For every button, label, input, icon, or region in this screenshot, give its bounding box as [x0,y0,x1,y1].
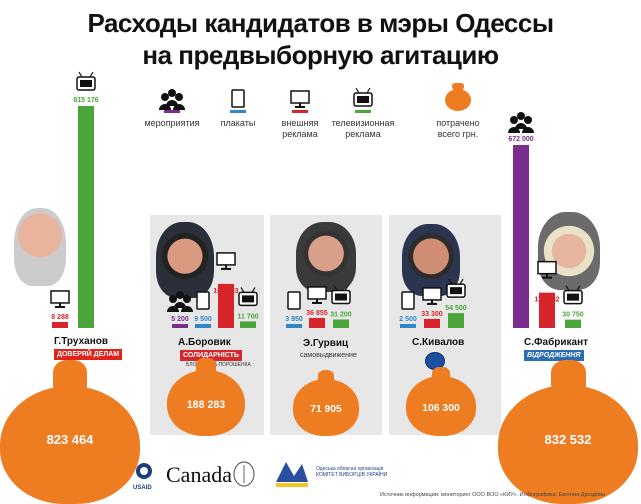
legend-label-tv: телевизионная реклама [331,118,395,139]
candidate-name-trukhanov: Г.Труханов [54,336,109,347]
money-bag-knot-2 [317,370,335,386]
chart-title-line1: Расходы кандидатов в мэры Одессы [87,8,554,38]
value-label-outdoor-1: 161 883 [213,288,238,295]
candidate-name-kivalov: С.Кивалов [412,337,465,348]
seal-logo [232,460,256,488]
legend-poster-icon [230,89,246,113]
legend-tv-icon [353,87,373,113]
bar-icon-tv-3 [446,278,466,298]
bar-events-4 [513,144,529,328]
bar-icon-tv-1 [238,287,258,307]
bar-events-1 [172,324,188,328]
bar-tv-2 [333,319,349,328]
legend-label-events: мероприятия [144,118,200,128]
bar-icon-outdoor-0 [50,290,70,308]
value-label-outdoor-2: 36 855 [306,310,328,317]
chart-title-line2: на предвыборную агитацию [142,40,499,70]
value-label-tv-2: 31 200 [330,312,352,319]
bar-icon-events-4 [508,111,534,133]
legend-money-bag-icon [445,89,471,111]
party-sub-gurvits: самовыдвижение [300,352,357,359]
value-label-events-4: 672 000 [508,136,533,143]
party-badge-borovik: СОЛИДАРНІСТЬ [180,350,242,361]
bar-icon-outdoor-1 [216,252,236,270]
value-label-outdoor-3: 33 300 [421,311,443,318]
value-label-posters-3: 2 500 [399,316,417,323]
total-label-3: 106 300 [422,402,460,414]
legend-people-icon [159,89,185,113]
portrait-borovik [156,222,214,298]
bar-posters-1 [195,324,211,328]
legend-label-outdoor: внешняя реклама [281,118,319,139]
party-sub-borovik: БЛОК ПЕТРА ПОРОШЕНКА [186,362,251,368]
bar-posters-2 [286,324,302,328]
money-bag-2 [292,379,360,436]
bar-posters-3 [400,324,416,328]
bar-icon-outdoor-4 [537,260,557,279]
bar-icon-tv-0 [76,71,96,91]
bar-outdoor-1 [218,283,234,328]
bar-icon-tv-2 [331,285,351,305]
legend-money-bag-knot [452,83,464,90]
candidate-name-borovik: А.Боровик [178,337,231,348]
party-badge-trukhanov: ДОВЕРЯЙ ДЕЛАМ [54,349,123,360]
money-bag-knot-3 [432,366,450,383]
kvu-org-text: Одеська обласна організація КОМІТЕТ ВИБО… [316,466,388,478]
usaid-logo-text: USAID [133,485,152,491]
money-bag-4 [498,385,638,504]
usaid-logo [130,462,158,486]
bar-icon-events-1 [167,291,193,312]
money-bag-3 [405,376,477,436]
bar-outdoor-3 [424,318,440,328]
footer-source: Источник информации: мониторинг ООО ВОО … [380,492,606,498]
bar-icon-posters-2 [287,291,301,310]
money-bag-0 [0,385,140,504]
value-label-tv-4: 30 750 [562,312,584,319]
bar-icon-posters-1 [196,291,210,310]
value-label-outdoor-4: 129 782 [534,297,559,304]
kvu-logo [272,458,312,490]
total-label-4: 832 532 [544,432,592,447]
money-bag-1 [166,369,246,436]
bar-tv-3 [448,313,464,328]
candidate-name-gurvits: Э.Гурвиц [303,338,349,349]
total-label-1: 188 283 [186,399,226,412]
legend-label-posters: плакаты [220,118,256,128]
legend-label-total: потрачено всего грн. [436,118,480,139]
value-label-tv-1: 11 700 [237,313,258,320]
bar-icon-posters-3 [401,291,415,310]
bar-tv-4 [565,319,581,328]
value-label-outdoor-0: 8 288 [51,314,69,321]
portrait-gurvits [296,222,356,292]
bar-outdoor-0 [52,321,68,328]
money-bag-knot-0 [52,360,88,392]
candidate-name-fabrikant: С.Фабрикант [524,337,589,348]
total-label-2: 71 905 [310,404,342,416]
bar-icon-outdoor-2 [307,286,327,304]
money-bag-knot-4 [550,359,586,391]
bar-icon-tv-4 [563,285,583,305]
canada-wordmark: Canada [166,462,232,487]
value-label-posters-1: 9 500 [194,316,212,323]
value-label-tv-0: 815 176 [73,97,98,104]
legend-monitor-icon [290,90,310,113]
portrait-trukhanov [14,208,66,286]
money-bag-knot-1 [196,358,216,376]
bar-outdoor-4 [539,292,555,328]
bar-outdoor-2 [309,317,325,328]
bar-icon-outdoor-3 [422,287,442,305]
value-label-tv-3: 54 500 [445,305,467,312]
bar-tv-1 [240,321,256,328]
value-label-posters-2: 3 950 [285,316,303,323]
value-label-events-1: 5 200 [171,316,189,323]
total-label-0: 823 464 [46,432,94,448]
bar-tv-0 [78,106,94,328]
party-badge-fabrikant: ВІДРОДЖЕННЯ [524,350,584,361]
